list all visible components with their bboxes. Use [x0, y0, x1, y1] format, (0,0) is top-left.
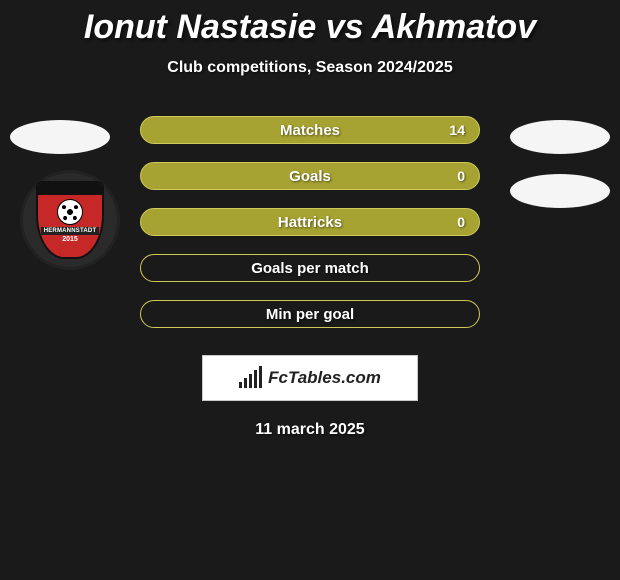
fctables-logo: FcTables.com [202, 355, 418, 401]
stat-row: Matches 14 [0, 107, 620, 153]
stat-value: 0 [457, 214, 465, 230]
stat-bar: Matches 14 [140, 116, 480, 144]
comparison-title: Ionut Nastasie vs Akhmatov [0, 0, 620, 47]
stat-row: Goals 0 [0, 153, 620, 199]
stat-row: Hattricks 0 [0, 199, 620, 245]
stat-bar: Min per goal [140, 300, 480, 328]
stat-row: Goals per match [0, 245, 620, 291]
stat-row: Min per goal [0, 291, 620, 337]
stat-label: Matches [280, 122, 340, 139]
stats-container: Matches 14 Goals 0 Hattricks 0 Goals per match… [0, 107, 620, 337]
snapshot-date: 11 march 2025 [0, 421, 620, 439]
stat-label: Goals [289, 168, 331, 185]
comparison-subtitle: Club competitions, Season 2024/2025 [0, 59, 620, 77]
stat-bar: Hattricks 0 [140, 208, 480, 236]
stat-value: 14 [449, 122, 465, 138]
bar-chart-icon [239, 368, 262, 388]
stat-bar: Goals per match [140, 254, 480, 282]
fctables-logo-text: FcTables.com [268, 368, 381, 388]
stat-value: 0 [457, 168, 465, 184]
stat-label: Hattricks [278, 214, 342, 231]
stat-bar: Goals 0 [140, 162, 480, 190]
stat-label: Goals per match [251, 260, 369, 277]
stat-label: Min per goal [266, 306, 354, 323]
